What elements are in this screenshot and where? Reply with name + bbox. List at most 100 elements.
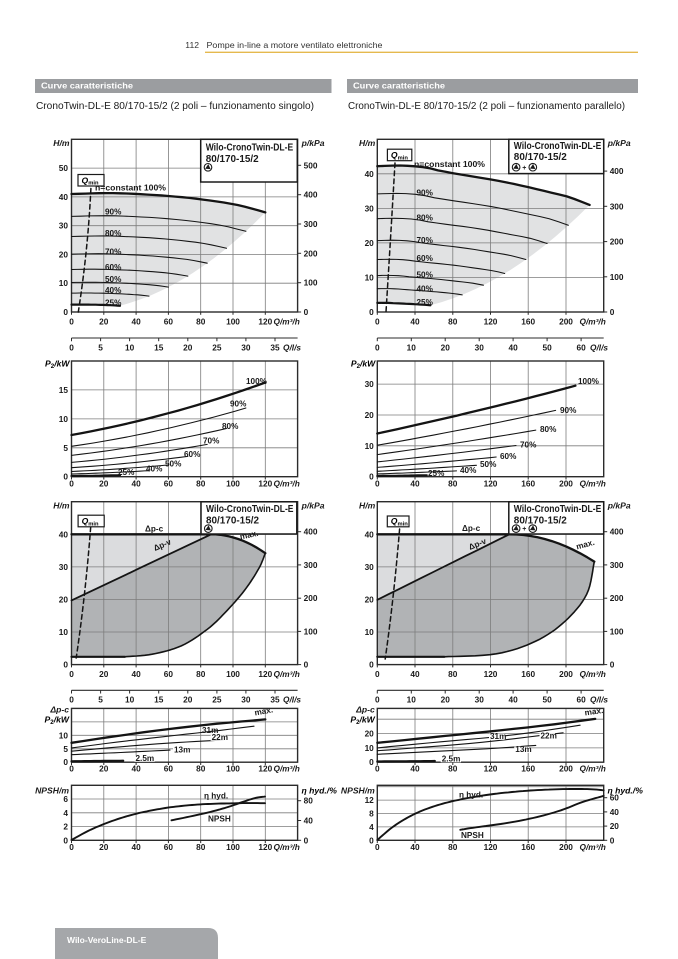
svg-text:10: 10 [365,273,375,283]
svg-text:20: 20 [99,317,109,327]
svg-text:15: 15 [154,695,164,705]
svg-text:p/kPa: p/kPa [301,501,325,511]
svg-text:20: 20 [99,764,109,774]
svg-text:80%: 80% [540,425,557,434]
svg-text:Δp-c: Δp-c [462,524,481,533]
svg-text:50%: 50% [480,460,497,469]
svg-text:80/170-15/2: 80/170-15/2 [514,152,567,163]
svg-text:90%: 90% [417,188,434,197]
svg-text:70%: 70% [105,248,122,257]
svg-text:6: 6 [63,794,68,804]
svg-text:+: + [522,526,526,533]
svg-text:0: 0 [375,479,380,489]
svg-text:H/m: H/m [359,138,376,148]
svg-text:20: 20 [365,410,375,420]
svg-text:80: 80 [196,479,206,489]
svg-text:50%: 50% [417,270,434,279]
svg-text:60: 60 [576,343,586,353]
svg-text:Q/l/s: Q/l/s [590,343,608,353]
svg-text:31m: 31m [490,732,506,741]
svg-text:Wilo-CronoTwin-DL-E: Wilo-CronoTwin-DL-E [206,143,294,154]
svg-text:60%: 60% [105,263,122,272]
svg-text:10: 10 [59,414,69,424]
svg-text:200: 200 [559,842,573,852]
svg-text:40: 40 [508,695,518,705]
svg-text:30: 30 [365,379,375,389]
svg-text:80: 80 [196,842,206,852]
svg-text:5: 5 [63,443,68,453]
svg-text:100: 100 [226,764,240,774]
svg-text:35: 35 [270,695,280,705]
svg-text:Wilo-CronoTwin-DL-E: Wilo-CronoTwin-DL-E [514,141,602,152]
svg-text:40: 40 [131,479,141,489]
svg-text:120: 120 [484,669,498,679]
svg-text:160: 160 [521,669,535,679]
svg-text:35: 35 [270,343,280,353]
svg-text:100: 100 [226,317,240,327]
svg-text:Q/m³/h: Q/m³/h [274,669,300,679]
svg-text:100: 100 [226,479,240,489]
svg-text:Δp-c: Δp-c [49,705,69,715]
svg-text:0: 0 [369,307,374,317]
svg-text:80%: 80% [417,214,434,223]
svg-text:100: 100 [610,626,624,636]
svg-text:40: 40 [131,842,141,852]
svg-text:Qmin: Qmin [82,516,99,527]
svg-text:Q/m³/h: Q/m³/h [274,317,300,327]
svg-text:22m: 22m [212,733,228,742]
svg-text:0: 0 [69,695,74,705]
svg-text:20: 20 [183,343,193,353]
svg-text:0: 0 [610,835,615,845]
svg-text:20: 20 [59,594,69,604]
svg-text:50%: 50% [105,275,122,284]
svg-text:Qmin: Qmin [82,175,99,186]
svg-text:50%: 50% [165,460,182,469]
svg-text:30: 30 [59,562,69,572]
svg-text:60: 60 [610,793,620,803]
svg-text:Q/l/s: Q/l/s [590,695,608,705]
svg-text:120: 120 [258,842,272,852]
svg-text:20: 20 [183,695,193,705]
svg-text:400: 400 [610,527,624,537]
svg-text:80: 80 [448,842,458,852]
svg-text:H/m: H/m [53,138,70,148]
svg-text:25%: 25% [118,468,135,477]
svg-text:10: 10 [365,441,375,451]
svg-text:200: 200 [559,669,573,679]
svg-text:20: 20 [99,842,109,852]
svg-text:NPSH: NPSH [208,815,231,824]
svg-text:10: 10 [365,627,375,637]
svg-text:30: 30 [365,203,375,213]
svg-text:8: 8 [369,809,374,819]
svg-text:20: 20 [99,669,109,679]
svg-text:50: 50 [59,163,69,173]
svg-text:0: 0 [69,317,74,327]
svg-text:60%: 60% [184,450,201,459]
svg-text:80%: 80% [105,229,122,238]
svg-text:40: 40 [508,343,518,353]
svg-text:120: 120 [258,764,272,774]
svg-text:90%: 90% [560,406,577,415]
svg-text:80: 80 [196,669,206,679]
svg-text:2: 2 [63,822,68,832]
svg-text:Δp-c: Δp-c [145,525,164,534]
svg-text:p/kPa: p/kPa [301,138,325,148]
svg-text:30: 30 [59,221,69,231]
svg-text:0: 0 [69,479,74,489]
svg-text:0: 0 [610,307,615,317]
svg-text:Q/m³/h: Q/m³/h [274,842,300,852]
svg-text:p/kPa: p/kPa [607,138,631,148]
svg-text:100: 100 [304,278,318,288]
svg-text:n=constant 100%: n=constant 100% [95,184,166,193]
svg-text:300: 300 [610,560,624,570]
svg-text:Wilo-VeroLine-DL-E: Wilo-VeroLine-DL-E [67,935,147,945]
svg-text:η hyd./%: η hyd./% [608,785,644,795]
svg-text:0: 0 [304,307,309,317]
svg-text:200: 200 [559,317,573,327]
svg-text:60: 60 [576,695,586,705]
svg-text:0: 0 [69,343,74,353]
svg-text:4: 4 [63,808,68,818]
svg-text:40: 40 [410,479,420,489]
svg-text:Q/m³/h: Q/m³/h [274,764,300,774]
svg-text:200: 200 [610,593,624,603]
